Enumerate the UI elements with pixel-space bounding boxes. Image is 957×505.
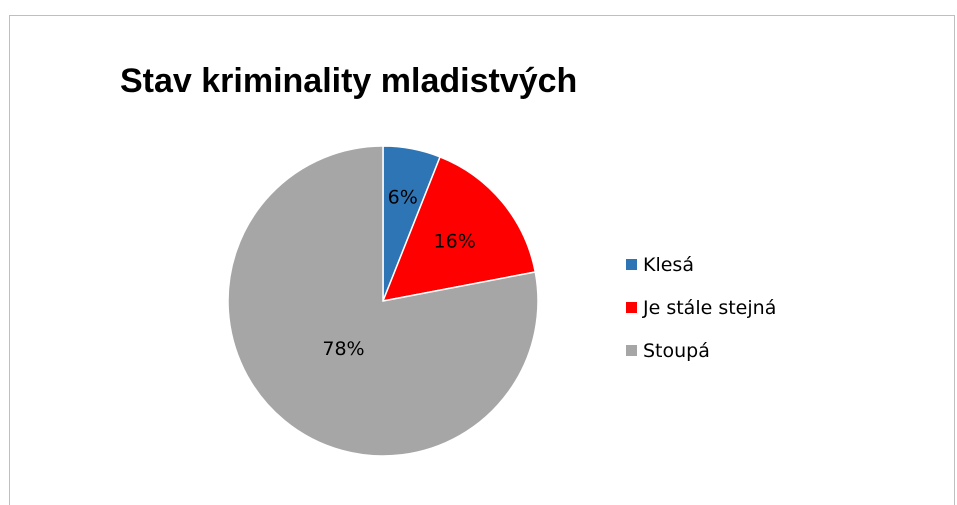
legend-swatch-klesa [626,259,637,270]
pie-slice-je-stale-stejna [381,155,537,302]
pie-slices [227,145,539,457]
chart-legend: Klesá Je stále stejná Stoupá [626,243,776,372]
legend-swatch-stoupa [626,345,637,356]
legend-swatch-je-stale-stejna [626,302,637,313]
chart-title: Stav kriminality mladistvých [120,62,578,100]
legend-item-je-stale-stejna: Je stále stejná [626,286,776,329]
pie-slice-stoupa [227,145,539,457]
legend-label-stoupa: Stoupá [643,339,710,362]
slice-label-stoupa: 78% [322,338,364,360]
slice-label-je-stale-stejna: 16% [434,231,476,253]
legend-item-klesa: Klesá [626,243,776,286]
pie-slice-labels: 6% 16% 78% [322,186,475,359]
legend-label-klesa: Klesá [643,253,694,276]
slice-label-klesa: 6% [388,186,418,208]
legend-label-je-stale-stejna: Je stále stejná [643,296,777,319]
legend-item-stoupa: Stoupá [626,329,776,372]
